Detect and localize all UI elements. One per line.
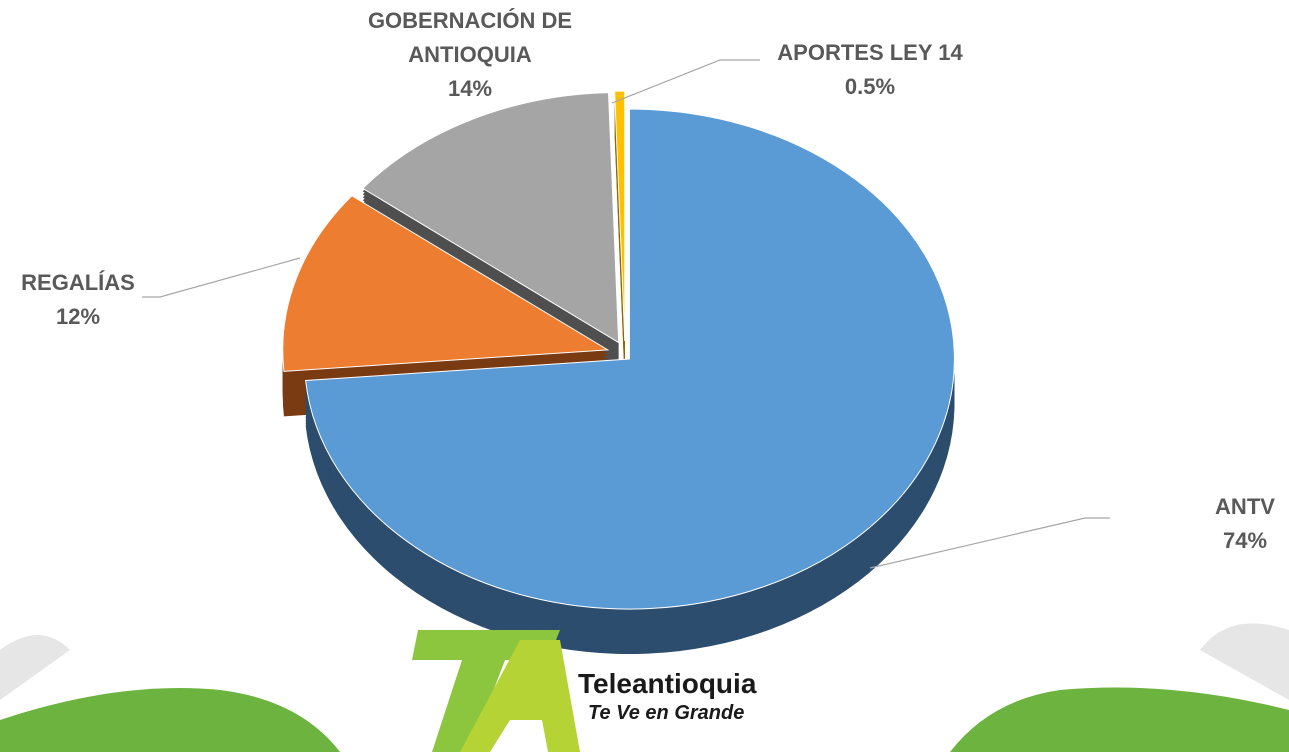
leader-line [142,257,301,298]
logo-t [412,630,560,752]
slice [305,108,955,610]
value-label: 0.5% [844,74,896,99]
bg-shape [0,635,70,700]
pie [282,90,955,655]
value-label: 74% [1222,528,1268,553]
leader-lines [142,59,1110,569]
category-label: APORTES LEY 14 [777,40,963,65]
value-label: 14% [447,76,493,101]
logo-a [460,640,580,752]
slice [361,92,620,344]
bg-shape [0,688,340,752]
category-label: REGALÍAS [21,270,135,295]
slice-label: REGALÍAS 12% [0,266,158,334]
background-decoration [0,623,1289,752]
logo-mark [412,630,580,752]
slice-label: ANTV 74% [1185,490,1289,558]
slice-label: GOBERNACIÓN DE ANTIOQUIA 14% [360,4,580,106]
category-label: ANTV [1215,494,1275,519]
slice [282,195,610,372]
bg-shape [1200,623,1289,700]
slice-label: APORTES LEY 14 0.5% [760,36,980,104]
category-label: GOBERNACIÓN DE ANTIOQUIA [367,8,573,67]
bg-shape [950,687,1289,752]
logo-name: Teleantioquia [578,668,757,699]
slice [614,90,626,342]
logo-tagline: Te Ve en Grande [588,702,745,724]
value-label: 12% [55,304,101,329]
leader-line [869,517,1110,569]
leader-line [611,59,760,104]
